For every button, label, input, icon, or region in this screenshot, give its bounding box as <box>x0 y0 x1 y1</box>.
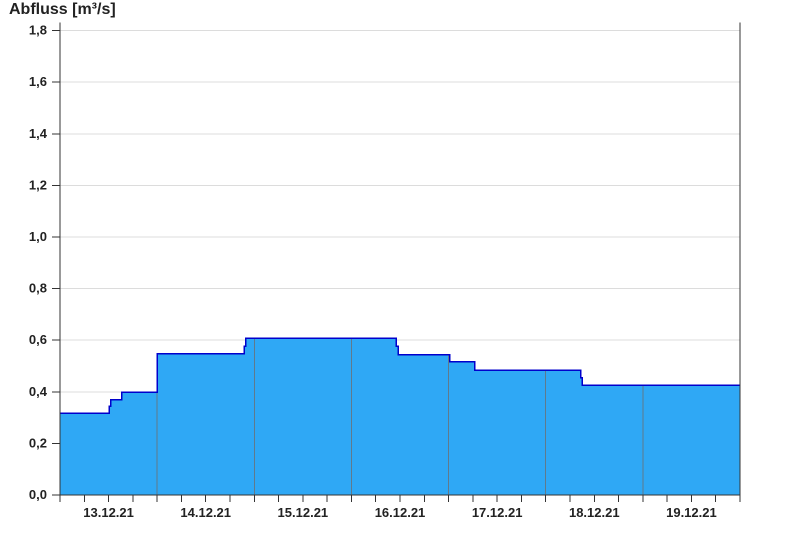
svg-text:1,2: 1,2 <box>29 177 47 192</box>
svg-text:15.12.21: 15.12.21 <box>278 505 329 520</box>
svg-text:1,8: 1,8 <box>29 23 47 38</box>
svg-text:13.12.21: 13.12.21 <box>83 505 134 520</box>
svg-text:0,6: 0,6 <box>29 332 47 347</box>
svg-text:1,6: 1,6 <box>29 74 47 89</box>
svg-text:1,4: 1,4 <box>29 126 48 141</box>
svg-text:0,8: 0,8 <box>29 281 47 296</box>
svg-text:17.12.21: 17.12.21 <box>472 505 523 520</box>
svg-text:14.12.21: 14.12.21 <box>180 505 231 520</box>
svg-text:19.12.21: 19.12.21 <box>666 505 717 520</box>
svg-text:0,2: 0,2 <box>29 435 47 450</box>
svg-text:0,4: 0,4 <box>29 384 48 399</box>
svg-text:16.12.21: 16.12.21 <box>375 505 426 520</box>
svg-text:1,0: 1,0 <box>29 229 47 244</box>
svg-text:0,0: 0,0 <box>29 487 47 502</box>
svg-text:18.12.21: 18.12.21 <box>569 505 620 520</box>
